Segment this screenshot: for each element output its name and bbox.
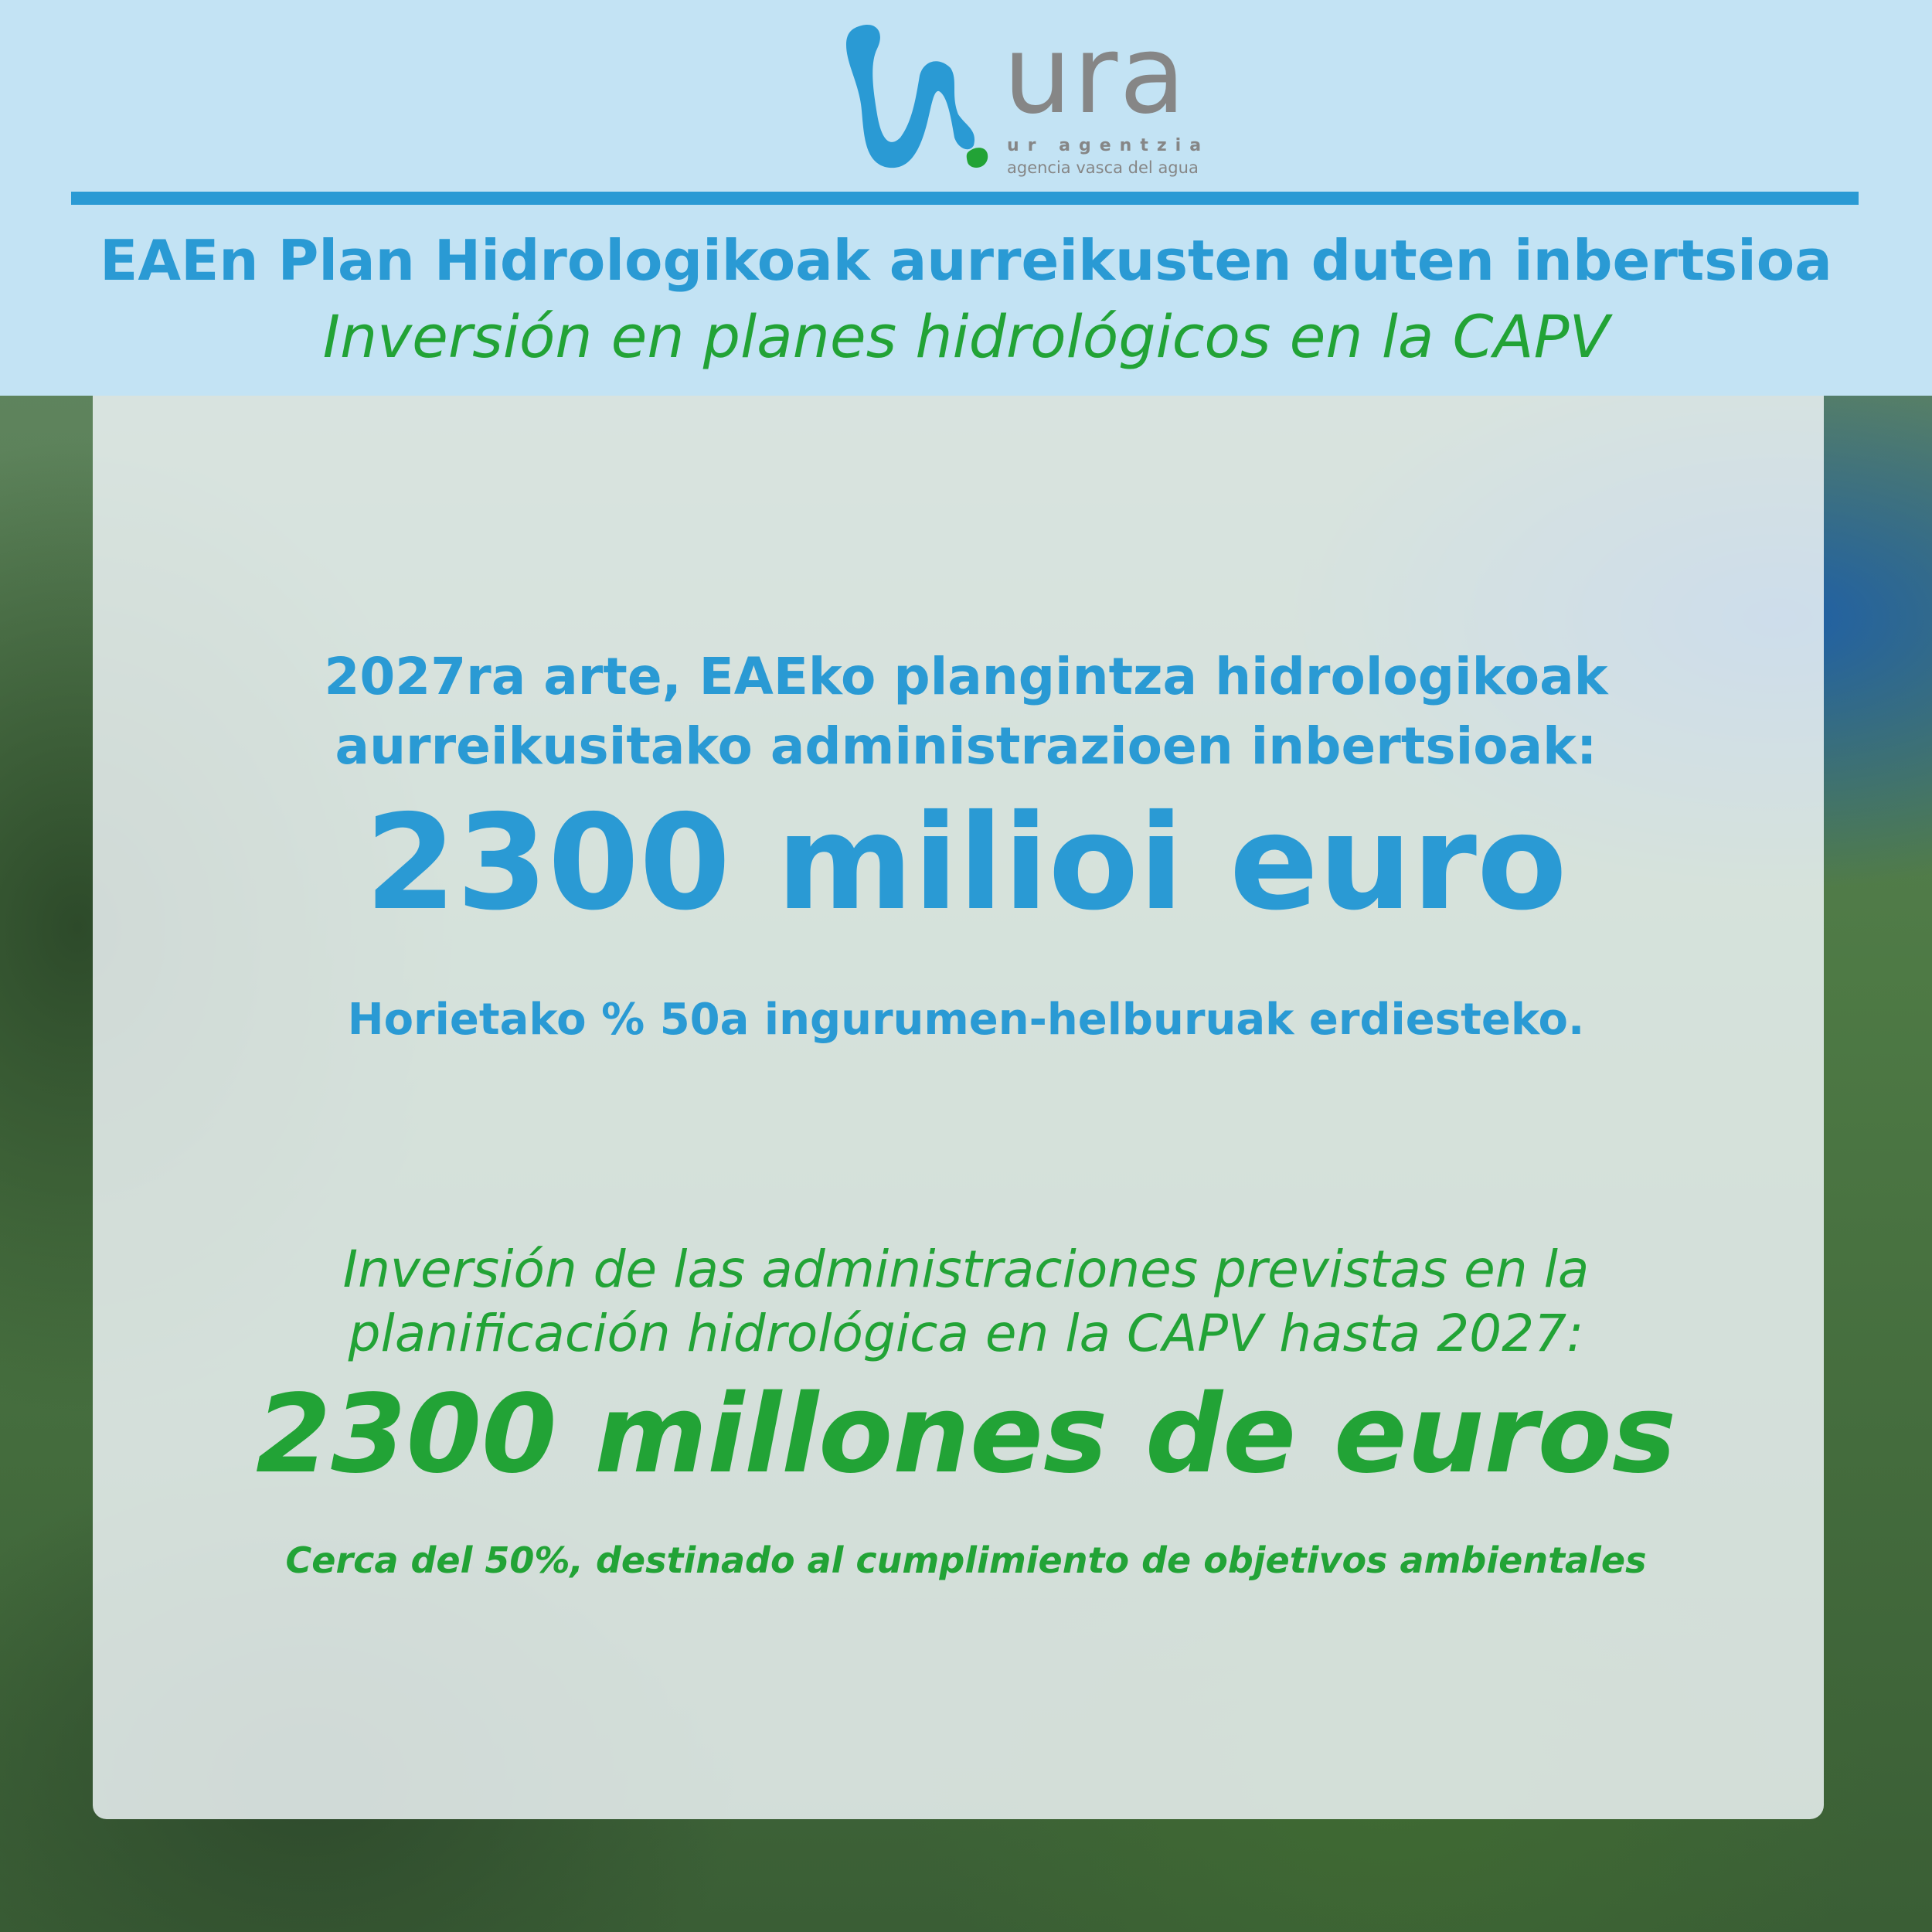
water-drop-logo-icon <box>846 25 988 168</box>
basque-intro-line1: 2027ra arte, EAEko plangintza hidrologik… <box>324 647 1608 706</box>
title-spanish: Inversión en planes hidrológicos en la C… <box>322 302 1610 371</box>
title-basque: EAEn Plan Hidrologikoak aurreikusten dut… <box>100 228 1832 293</box>
logo-subtitle-es: agencia vasca del agua <box>1007 158 1199 177</box>
logo-wordmark: ura <box>1003 12 1188 138</box>
spanish-note: Cerca del 50%, destinado al cumplimiento… <box>285 1539 1647 1581</box>
spanish-intro-line2: planificación hidrológica en la CAPV has… <box>348 1304 1584 1363</box>
logo-subtitle-eu: ur agentzia <box>1007 136 1210 155</box>
basque-note: Horietako % 50a ingurumen-helburuak erdi… <box>347 995 1585 1045</box>
spanish-amount: 2300 millones de euros <box>255 1372 1677 1498</box>
ura-logo: ura ur agentzia agencia vasca del agua <box>842 22 1201 180</box>
basque-amount: 2300 milioi euro <box>365 787 1567 940</box>
spanish-intro-line1: Inversión de las administraciones previs… <box>342 1240 1590 1299</box>
basque-intro-line2: aurreikusitako administrazioen inbertsio… <box>335 716 1597 776</box>
header: ura ur agentzia agencia vasca del agua E… <box>0 0 1932 396</box>
header-divider <box>71 192 1859 205</box>
content-panel <box>93 396 1824 1819</box>
